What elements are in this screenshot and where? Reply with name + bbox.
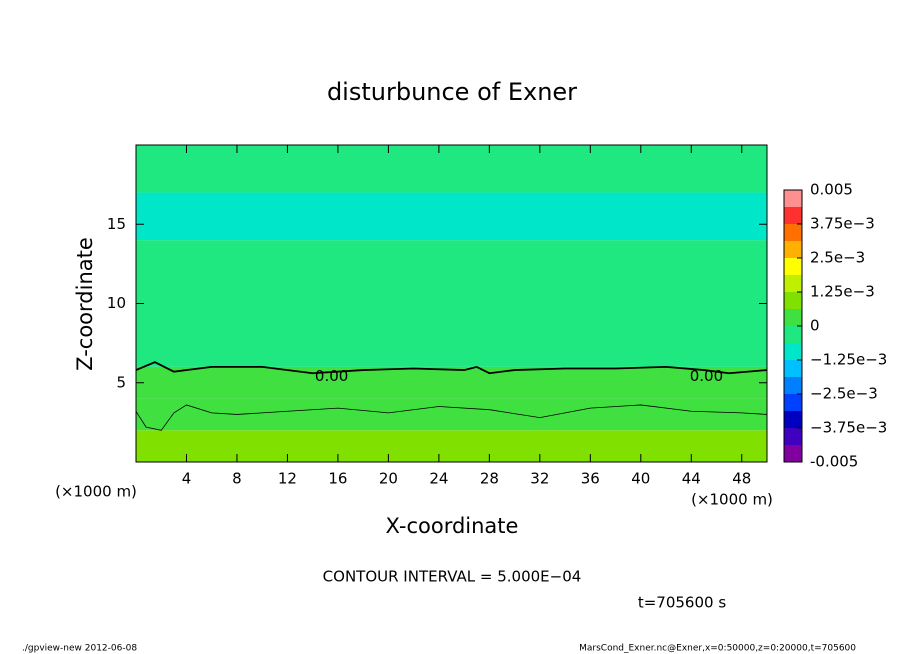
field-band bbox=[136, 240, 767, 304]
colorbar-label: 1.25e−3 bbox=[810, 283, 875, 301]
colorbar-label: −3.75e−3 bbox=[810, 419, 887, 437]
colorbar-label: −2.5e−3 bbox=[810, 385, 878, 403]
colorbar-label: -0.005 bbox=[810, 453, 858, 471]
contour-label: 0.00 bbox=[315, 367, 348, 385]
field-band bbox=[136, 303, 767, 367]
colorbar-label: 0.005 bbox=[810, 181, 853, 199]
x-tick-label: 32 bbox=[530, 470, 549, 488]
colorbar-cell bbox=[784, 224, 802, 241]
field-band bbox=[136, 192, 767, 241]
contour-label: 0.00 bbox=[690, 367, 723, 385]
colorbar-cell bbox=[784, 275, 802, 292]
x-tick-label: 24 bbox=[429, 470, 448, 488]
x-tick-label: 28 bbox=[480, 470, 499, 488]
x-tick-label: 44 bbox=[682, 470, 701, 488]
contour-line bbox=[135, 404, 768, 431]
x-tick-label: 8 bbox=[232, 470, 242, 488]
footer-left: ./gpview-new 2012-06-08 bbox=[22, 644, 137, 654]
colorbar-cell bbox=[784, 343, 802, 360]
colorbar-label: 2.5e−3 bbox=[810, 249, 865, 267]
y-tick-label: 5 bbox=[116, 373, 126, 391]
contour-line bbox=[135, 361, 768, 375]
colorbar-label: −1.25e−3 bbox=[810, 351, 887, 369]
x-tick-label: 16 bbox=[328, 470, 347, 488]
field-band bbox=[136, 430, 767, 462]
colorbar-label: 0 bbox=[810, 317, 820, 335]
colorbar-cell bbox=[784, 292, 802, 309]
field-band bbox=[136, 145, 767, 193]
y-tick-label: 15 bbox=[107, 215, 126, 233]
colorbar-cell bbox=[784, 411, 802, 428]
colorbar-cell bbox=[784, 377, 802, 394]
colorbar-label: 3.75e−3 bbox=[810, 215, 875, 233]
y-unit: (×1000 m) bbox=[55, 483, 137, 501]
colorbar-cell bbox=[784, 258, 802, 275]
footer-right: MarsCond_Exner.nc@Exner,x=0:50000,z=0:20… bbox=[579, 644, 856, 654]
colorbar-cell bbox=[784, 241, 802, 258]
y-axis-label: Z-coordinate bbox=[73, 237, 97, 371]
colorbar-cell bbox=[784, 394, 802, 411]
contour-interval: CONTOUR INTERVAL = 5.000E−04 bbox=[323, 568, 582, 586]
x-axis-label: X-coordinate bbox=[386, 514, 519, 538]
colorbar-cell bbox=[784, 428, 802, 445]
x-tick-label: 20 bbox=[379, 470, 398, 488]
field-band bbox=[136, 366, 767, 399]
colorbar-cell bbox=[784, 360, 802, 377]
x-tick-label: 4 bbox=[182, 470, 192, 488]
x-tick-label: 12 bbox=[278, 470, 297, 488]
colorbar-cell bbox=[784, 309, 802, 326]
x-tick-label: 40 bbox=[631, 470, 650, 488]
chart-title: disturbunce of Exner bbox=[327, 78, 577, 106]
x-tick-label: 48 bbox=[732, 470, 751, 488]
colorbar-cell bbox=[784, 326, 802, 343]
time-label: t=705600 s bbox=[638, 594, 726, 612]
colorbar-cell bbox=[784, 207, 802, 224]
x-tick-label: 36 bbox=[581, 470, 600, 488]
y-tick-label: 10 bbox=[107, 294, 126, 312]
colorbar-cell bbox=[784, 190, 802, 207]
x-unit: (×1000 m) bbox=[691, 491, 773, 509]
colorbar-cell bbox=[784, 445, 802, 462]
